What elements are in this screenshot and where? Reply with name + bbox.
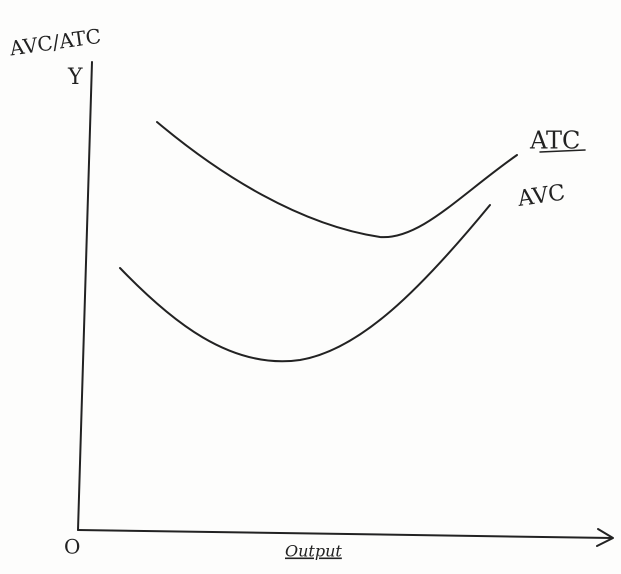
atc-curve xyxy=(156,121,518,239)
y-axis-letter: Y xyxy=(67,65,83,90)
x-axis xyxy=(77,529,613,539)
atc-underline xyxy=(539,149,586,153)
y-axis xyxy=(77,61,93,531)
avc-curve xyxy=(119,204,491,363)
x-axis-arrow xyxy=(596,528,614,547)
origin-label: O xyxy=(64,535,80,559)
x-axis-label: Output xyxy=(285,542,342,561)
atc-label: ATC xyxy=(529,127,580,155)
